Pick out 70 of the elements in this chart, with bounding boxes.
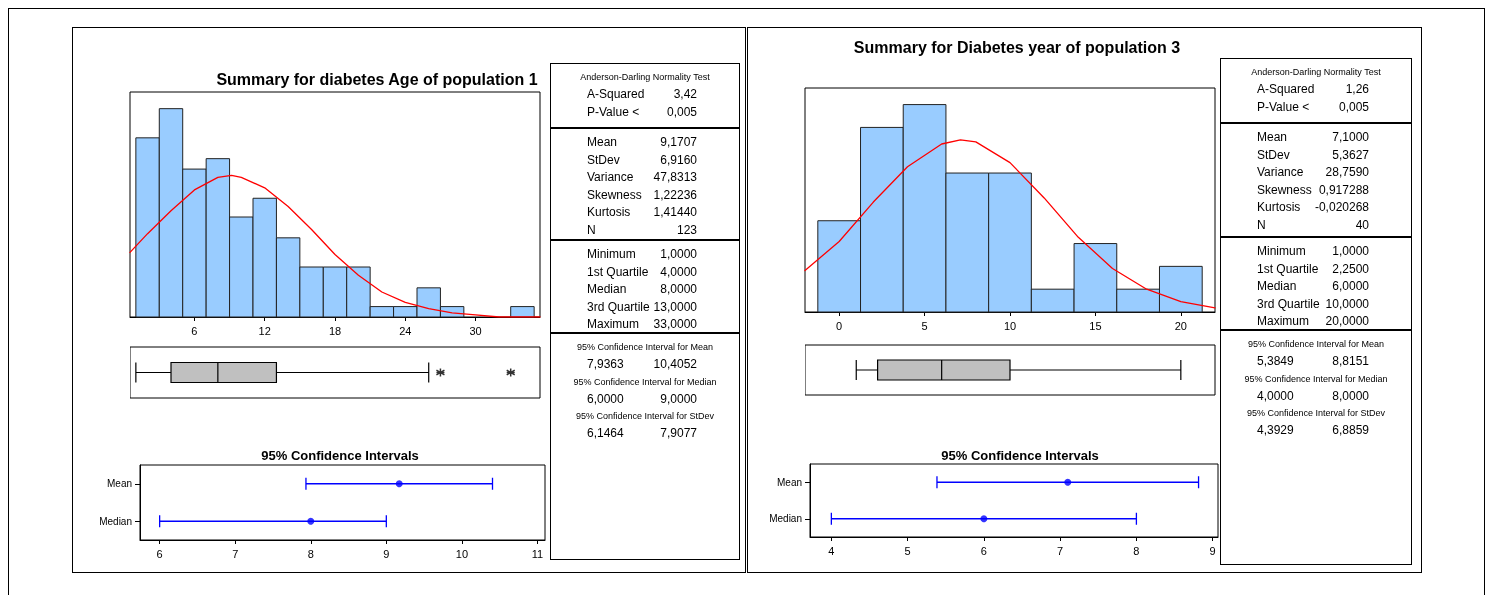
text: A-Squared 3,42 <box>587 87 697 101</box>
x-tick-label: 4 <box>828 544 835 557</box>
text: 1st Quartile 2,2500 <box>1257 260 1369 278</box>
x-tick-label: 9 <box>1209 544 1216 557</box>
text: Mean 9,1707 <box>587 135 697 149</box>
text: P-Value < 0,005 <box>587 104 697 119</box>
text: N 123 <box>587 222 697 237</box>
text: Skewness 0,917288 <box>1257 181 1369 199</box>
text: 6,0000 9,0000 <box>587 391 697 406</box>
text: Kurtosis -0,020268 <box>1257 200 1369 214</box>
text: 95% Confidence Interval for StDev <box>574 410 716 423</box>
x-tick-label: 18 <box>328 324 342 337</box>
text: Minimum 1,0000 <box>1257 244 1369 258</box>
x-tick-label: 9 <box>383 547 390 560</box>
text: 95% Confidence Interval for Median <box>572 375 718 389</box>
y-tick-label: Median <box>99 515 132 527</box>
text: N 40 <box>1257 217 1369 232</box>
text: 95% Confidence Interval for Mean <box>1246 338 1386 351</box>
chart-title: 95% Confidence Intervals <box>941 448 1099 463</box>
text: Variance 47,8313 <box>587 170 697 184</box>
x-tick-label: 6 <box>191 324 198 337</box>
y-tick-label: Median <box>769 513 802 525</box>
text: StDev 5,3627 <box>1257 147 1369 162</box>
text: 5,3849 8,8151 <box>1257 354 1369 368</box>
x-tick-label: 24 <box>399 324 412 337</box>
text: Mean 7,1000 <box>1257 130 1369 144</box>
text: 3rd Quartile 10,0000 <box>1257 295 1369 313</box>
x-tick-label: 20 <box>1174 319 1187 332</box>
x-tick-label: 15 <box>1089 319 1102 332</box>
x-tick-label: 6 <box>156 547 163 560</box>
x-tick-label: 10 <box>1003 319 1017 332</box>
text: 7,9363 10,4052 <box>587 357 697 371</box>
x-tick-label: 5 <box>921 319 928 332</box>
text: 1st Quartile 4,0000 <box>587 263 697 281</box>
text: Anderson-Darling Normality Test <box>579 71 711 84</box>
x-tick-label: 8 <box>1133 544 1140 557</box>
text: Maximum 33,0000 <box>587 317 697 331</box>
text: Anderson-Darling Normality Test <box>1250 66 1382 79</box>
text: StDev 6,9160 <box>587 152 697 167</box>
text: A-Squared 1,26 <box>1257 82 1369 96</box>
chart-title: 95% Confidence Intervals <box>261 448 419 463</box>
x-tick-label: 30 <box>469 324 482 337</box>
x-tick-label: 7 <box>1057 544 1064 557</box>
x-tick-label: 0 <box>836 319 843 332</box>
text: Skewness 1,22236 <box>587 186 697 204</box>
text: 95% Confidence Interval for StDev <box>1245 407 1387 420</box>
text: 6,1464 7,9077 <box>587 426 697 440</box>
text: P-Value < 0,005 <box>1257 99 1369 114</box>
text: 4,0000 8,0000 <box>1257 388 1369 403</box>
x-tick-label: 6 <box>980 544 987 557</box>
x-tick-label: 11 <box>531 547 544 560</box>
x-tick-label: 10 <box>455 547 469 560</box>
text: 95% Confidence Interval for Median <box>1243 372 1389 386</box>
chart-title: Summary for diabetes Age of population 1 <box>216 70 538 88</box>
text: Median 8,0000 <box>587 282 697 296</box>
y-tick-label: Mean <box>776 476 802 488</box>
text: Variance 28,7590 <box>1257 165 1369 179</box>
x-tick-label: 5 <box>904 544 911 557</box>
text: 95% Confidence Interval for Mean <box>575 341 715 354</box>
chart-title: Summary for Diabetes year of population 3 <box>853 38 1181 56</box>
text: Maximum 20,0000 <box>1257 314 1369 328</box>
text: 4,3929 6,8859 <box>1257 423 1369 437</box>
y-tick-label: Mean <box>106 478 132 490</box>
x-tick-label: 12 <box>258 324 271 337</box>
x-tick-label: 7 <box>232 547 239 560</box>
text: Minimum 1,0000 <box>587 247 697 261</box>
text: 3rd Quartile 13,0000 <box>587 298 697 316</box>
text: Median 6,0000 <box>1257 279 1369 293</box>
x-tick-label: 8 <box>307 547 314 560</box>
text: Kurtosis 1,41440 <box>587 205 697 219</box>
